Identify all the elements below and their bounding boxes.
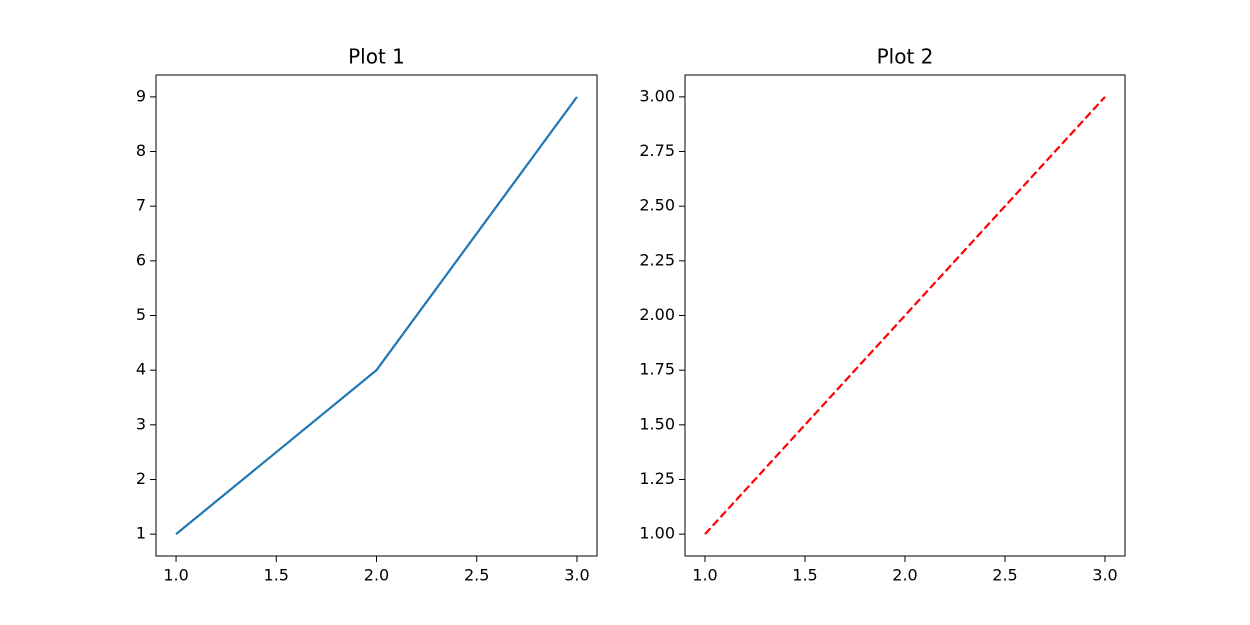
y-tick-label: 2.00 [639,305,675,324]
x-tick-label: 3.0 [564,566,589,585]
line [175,96,578,535]
y-tick-label: 3.00 [639,86,675,105]
y-tick-label: 2.25 [639,250,675,269]
y-tick-label: 1.00 [639,524,675,543]
chart-title: Plot 1 [348,45,405,69]
x-tick-label: 1.5 [264,566,289,585]
y-tick-label: 1.50 [639,414,675,433]
axes-frame [155,74,598,557]
x-tick-label: 2.5 [464,566,489,585]
line [704,96,1106,535]
x-tick-label: 2.5 [992,566,1017,585]
y-tick-label: 1.75 [639,360,675,379]
y-tick-label: 4 [136,360,146,379]
x-tick-label: 1.0 [692,566,717,585]
y-tick-label: 9 [136,86,146,105]
x-tick-label: 2.0 [892,566,917,585]
x-tick-label: 3.0 [1092,566,1117,585]
y-tick-label: 3 [136,414,146,433]
y-tick-label: 6 [136,250,146,269]
y-tick-label: 1 [136,524,146,543]
x-tick-label: 1.0 [163,566,188,585]
y-tick-label: 2.50 [639,196,675,215]
chart-title: Plot 2 [877,45,934,69]
axes-frame [684,74,1126,557]
x-tick-label: 1.5 [792,566,817,585]
y-tick-label: 1.25 [639,469,675,488]
y-tick-label: 2.75 [639,141,675,160]
y-tick-label: 7 [136,196,146,215]
y-tick-label: 2 [136,469,146,488]
x-tick-label: 2.0 [364,566,389,585]
y-tick-label: 8 [136,141,146,160]
y-tick-label: 5 [136,305,146,324]
